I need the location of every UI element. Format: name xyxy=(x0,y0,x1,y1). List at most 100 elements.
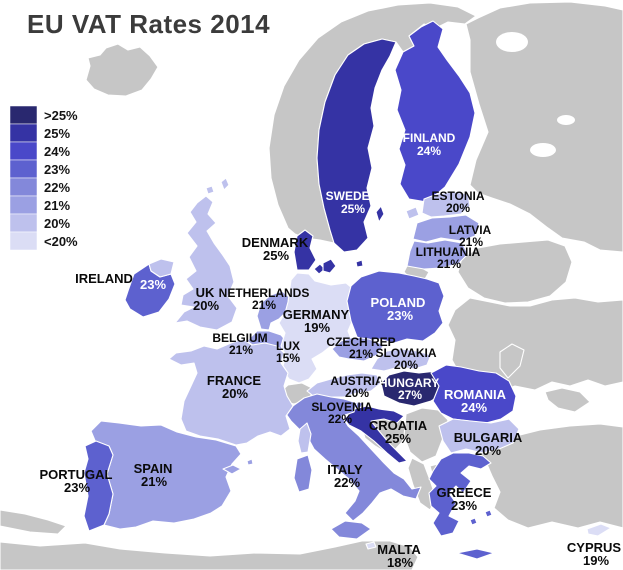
label-slovakia-rate: 20% xyxy=(394,358,418,372)
label-lithuania-rate: 21% xyxy=(437,257,461,271)
label-latvia-name: LATVIA xyxy=(449,223,492,237)
country-estonia xyxy=(421,191,471,218)
legend-swatch-22 xyxy=(9,177,38,197)
country-greece xyxy=(428,452,492,537)
label-belgium-name: BELGIUM xyxy=(212,331,267,345)
country-sweden xyxy=(316,38,397,253)
label-spain-rate: 21% xyxy=(141,474,167,489)
legend-label-20: 20% xyxy=(44,216,70,231)
label-slovenia-rate: 22% xyxy=(328,412,352,426)
label-cyprus-name: CYPRUS xyxy=(567,540,622,555)
country-finland xyxy=(394,20,476,203)
label-austria-rate: 20% xyxy=(345,386,369,400)
label-bulgaria-name: BULGARIA xyxy=(454,430,523,445)
country-estonia-saaremaa xyxy=(405,206,420,220)
label-belgium-rate: 21% xyxy=(229,343,253,357)
landmass-iceland xyxy=(85,43,159,97)
landmass-crimea xyxy=(544,387,591,413)
label-malta-rate: 18% xyxy=(387,555,413,570)
country-denmark-zealand xyxy=(322,258,337,274)
landmass-morocco xyxy=(0,509,67,535)
country-france-corsica xyxy=(297,422,312,454)
legend-label-gt25: >25% xyxy=(44,108,78,123)
page-title: EU VAT Rates 2014 xyxy=(27,9,270,39)
label-austria-name: AUSTRIA xyxy=(330,374,384,388)
label-france-name: FRANCE xyxy=(207,373,261,388)
country-romania xyxy=(430,364,517,424)
legend-swatch-lt20 xyxy=(9,231,38,251)
country-greece-crete xyxy=(456,548,495,560)
label-czech-name: CZECH REP xyxy=(326,335,395,349)
label-germany-rate: 19% xyxy=(304,320,330,335)
label-greece-rate: 23% xyxy=(451,498,477,513)
label-sweden-name: SWEDEN xyxy=(326,189,379,203)
label-cyprus-rate: 19% xyxy=(583,553,609,568)
label-uk-name: UK xyxy=(196,285,215,300)
label-latvia-rate: 21% xyxy=(459,235,483,249)
label-czech-rate: 21% xyxy=(349,347,373,361)
label-luxembourg-name: LUX xyxy=(276,339,300,353)
legend-label-24: 24% xyxy=(44,144,70,159)
legend-label-22: 22% xyxy=(44,180,70,195)
label-luxembourg-rate: 15% xyxy=(276,351,300,365)
label-france-rate: 20% xyxy=(222,386,248,401)
country-malta xyxy=(365,541,377,550)
label-germany-name: GERMANY xyxy=(283,307,350,322)
country-uk-orkney xyxy=(205,185,215,195)
landmass-montenegro-albania xyxy=(407,457,437,511)
legend-swatch-25 xyxy=(9,123,38,143)
label-estonia-rate: 20% xyxy=(446,201,470,215)
label-estonia-name: ESTONIA xyxy=(431,189,484,203)
label-netherlands-rate: 21% xyxy=(252,298,276,312)
label-finland-name: FINLAND xyxy=(403,131,456,145)
legend-swatch-20 xyxy=(9,213,38,233)
label-hungary-rate: 27% xyxy=(398,388,422,402)
country-poland xyxy=(346,270,445,344)
country-lithuania xyxy=(406,239,469,270)
landmass-moldova xyxy=(499,343,525,379)
label-romania-name: ROMANIA xyxy=(444,387,507,402)
label-poland-rate: 23% xyxy=(387,308,413,323)
country-latvia xyxy=(412,214,480,243)
landmass-belarus xyxy=(457,239,573,304)
label-croatia-name: CROATIA xyxy=(369,418,428,433)
country-uk-northern-ireland xyxy=(148,258,175,278)
country-italy-sardinia xyxy=(293,454,313,493)
label-spain-name: SPAIN xyxy=(134,461,173,476)
label-portugal-name: PORTUGAL xyxy=(40,467,113,482)
country-czech-republic xyxy=(331,336,385,362)
country-cyprus xyxy=(586,523,612,537)
country-croatia xyxy=(343,405,408,464)
label-ireland-name: IRELAND xyxy=(75,271,133,286)
country-italy xyxy=(285,393,422,522)
label-greece-name: GREECE xyxy=(437,485,492,500)
label-romania-rate: 24% xyxy=(461,400,487,415)
label-poland-name: POLAND xyxy=(371,295,426,310)
label-denmark-name: DENMARK xyxy=(242,235,309,250)
label-denmark-rate: 25% xyxy=(263,248,289,263)
label-slovenia-name: SLOVENIA xyxy=(311,400,373,414)
legend-label-21: 21% xyxy=(44,198,70,213)
label-italy-name: ITALY xyxy=(327,462,363,477)
label-sweden-rate: 25% xyxy=(341,202,365,216)
label-bulgaria-rate: 20% xyxy=(475,443,501,458)
landmass-serbia xyxy=(403,407,449,463)
white-sea-inlet xyxy=(496,32,528,52)
label-slovakia-name: SLOVAKIA xyxy=(375,346,436,360)
lake-ladoga xyxy=(530,143,556,157)
country-denmark-bornholm xyxy=(355,259,364,268)
country-bulgaria xyxy=(438,418,520,454)
country-spain-balearics xyxy=(222,458,254,475)
country-italy-sicily xyxy=(330,520,372,540)
label-croatia-rate: 25% xyxy=(385,431,411,446)
legend-swatch-gt25 xyxy=(9,105,38,125)
country-france xyxy=(168,338,294,446)
legend-label-lt20: <20% xyxy=(44,234,78,249)
country-denmark-jutland xyxy=(293,229,317,271)
label-netherlands-name: NETHERLANDS xyxy=(219,286,310,300)
legend-label-25: 25% xyxy=(44,126,70,141)
label-ireland-rate: 23% xyxy=(140,277,166,292)
country-portugal xyxy=(83,440,114,532)
